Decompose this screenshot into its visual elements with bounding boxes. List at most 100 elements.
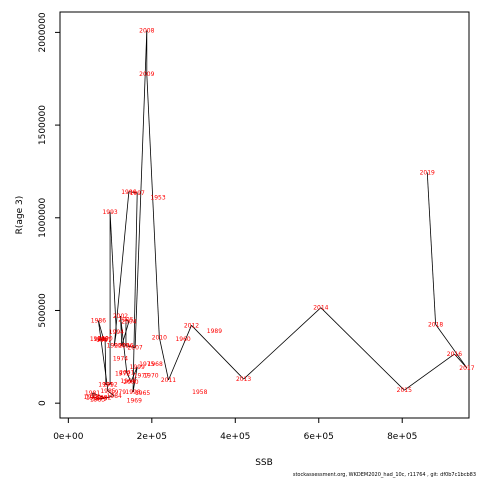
extra-label-0: 1989 bbox=[207, 328, 222, 335]
point-label-2006: 2006 bbox=[118, 343, 133, 350]
point-label-1985: 1985 bbox=[100, 388, 115, 395]
series-segment-2015-2016 bbox=[404, 353, 455, 391]
point-label-1990: 1990 bbox=[97, 335, 112, 342]
extra-label-10: 1972 bbox=[115, 371, 130, 378]
x-tick-label-3: 6e+05 bbox=[304, 432, 334, 442]
point-label-1981: 1981 bbox=[85, 390, 100, 397]
x-axis: 0e+00 2e+05 4e+05 6e+05 8e+05 bbox=[53, 417, 417, 442]
series-segment-1989-1990 bbox=[100, 337, 106, 340]
point-label-2009: 2009 bbox=[139, 71, 154, 78]
y-tick-label-0: 0 bbox=[38, 400, 48, 406]
point-label-2014: 2014 bbox=[313, 305, 328, 312]
point-label-2015: 2015 bbox=[397, 387, 412, 394]
point-label-2018: 2018 bbox=[428, 321, 443, 328]
series-segment-2018-2019 bbox=[426, 172, 437, 325]
x-tick-label-0: 0e+00 bbox=[53, 432, 84, 442]
series-segment-2004-2005 bbox=[125, 319, 130, 322]
point-label-1999: 1999 bbox=[130, 364, 145, 371]
point-label-1994: 1994 bbox=[109, 329, 124, 336]
point-label-2001: 2001 bbox=[119, 370, 134, 377]
series-segment-1984-1985 bbox=[107, 390, 115, 397]
y-axis-title: R(age 3) bbox=[15, 196, 25, 235]
series-segment-1995-1996 bbox=[113, 191, 130, 346]
extra-label-5: 1968 bbox=[148, 361, 163, 368]
extra-label-7: 1970 bbox=[143, 372, 158, 379]
y-tick-label-4: 2000000 bbox=[38, 12, 48, 52]
point-label-2003: 2003 bbox=[114, 343, 129, 350]
extra-label-6: 1969 bbox=[127, 397, 142, 404]
series-segment-2011-2012 bbox=[168, 325, 192, 381]
stock-recruitment-series bbox=[91, 30, 468, 400]
point-label-1993: 1993 bbox=[102, 209, 117, 216]
series-segment-2000-2001 bbox=[126, 372, 132, 383]
series-segment-2002-2003 bbox=[120, 316, 123, 346]
point-label-2005: 2005 bbox=[118, 317, 133, 324]
point-label-1983: 1983 bbox=[90, 396, 105, 403]
series-segment-1983-1984 bbox=[97, 395, 115, 400]
series-segment-1985-1986 bbox=[97, 320, 109, 392]
point-label-1988: 1988 bbox=[90, 336, 105, 343]
series-segment-1997-1998 bbox=[132, 192, 138, 393]
y-tick-label-1: 500000 bbox=[38, 293, 48, 328]
x-tick-label-1: 2e+05 bbox=[137, 432, 167, 442]
point-label-1995: 1995 bbox=[107, 343, 122, 350]
point-label-2007: 2007 bbox=[127, 345, 142, 352]
point-label-1987: 1987 bbox=[96, 337, 111, 344]
extra-label-1: 1960 bbox=[175, 336, 190, 343]
point-label-2011: 2011 bbox=[161, 377, 176, 384]
point-label-2016: 2016 bbox=[447, 351, 462, 358]
point-label-2019: 2019 bbox=[420, 169, 435, 176]
series-segment-2006-2007 bbox=[125, 345, 136, 348]
series-segment-2010-2011 bbox=[158, 337, 169, 381]
extra-label-2: 1958 bbox=[192, 389, 207, 396]
point-label-1997: 1997 bbox=[130, 190, 145, 197]
series-segment-2014-2015 bbox=[320, 307, 405, 391]
series-segment-2001-2002 bbox=[120, 315, 128, 373]
series-segment-2003-2004 bbox=[121, 321, 130, 346]
y-tick-label-3: 1500000 bbox=[38, 105, 48, 145]
point-label-1998: 1998 bbox=[125, 389, 140, 396]
series-segment-1993-1994 bbox=[109, 212, 117, 332]
point-label-1982: 1982 bbox=[96, 395, 111, 402]
series-segment-1998-1999 bbox=[132, 366, 138, 393]
point-label-2012: 2012 bbox=[184, 322, 199, 329]
point-label-2004: 2004 bbox=[121, 319, 136, 326]
extra-label-11: 1977 bbox=[134, 372, 149, 379]
extra-label-3: 1953 bbox=[150, 194, 165, 201]
x-tick-label-2: 4e+05 bbox=[220, 432, 250, 442]
series-segment-2007-2008 bbox=[134, 30, 148, 348]
series-segment-1999-2000 bbox=[130, 366, 138, 383]
series-segment-1980-1981 bbox=[92, 392, 94, 398]
point-label-2010: 2010 bbox=[152, 334, 167, 341]
series-segment-1986-1987 bbox=[98, 320, 105, 341]
extra-label-4: 1965 bbox=[135, 390, 150, 397]
series-segment-2009-2010 bbox=[146, 74, 160, 338]
point-label-1984: 1984 bbox=[107, 393, 122, 400]
point-label-1989: 1989 bbox=[93, 336, 108, 343]
point-label-1979: 1979 bbox=[92, 396, 107, 403]
y-tick-label-2: 1000000 bbox=[38, 197, 48, 237]
point-label-2008: 2008 bbox=[139, 28, 154, 35]
extra-label-13: 1964 bbox=[120, 378, 135, 385]
series-segment-1979-1980 bbox=[93, 397, 100, 399]
point-label-1980: 1980 bbox=[86, 395, 101, 402]
series-segment-1996-1997 bbox=[128, 191, 138, 194]
extra-label-9: 1974 bbox=[113, 356, 128, 363]
y-axis: 0 500000 1000000 1500000 2000000 bbox=[38, 12, 61, 406]
point-label-2002: 2002 bbox=[113, 313, 128, 320]
point-label-1978: 1978 bbox=[84, 394, 99, 401]
x-axis-title: SSB bbox=[255, 458, 273, 468]
point-label-1991: 1991 bbox=[98, 382, 113, 389]
point-label-1986: 1986 bbox=[91, 318, 106, 325]
series-segment-1990-1991 bbox=[104, 338, 107, 385]
footer-credit: stockassessment.org, WKDEM2020_had_10c, … bbox=[292, 472, 476, 478]
series-segment-2012-2013 bbox=[191, 325, 244, 380]
extra-label-12: 1979 bbox=[111, 389, 126, 396]
series-segment-2017-2018 bbox=[435, 324, 468, 369]
point-label-2013: 2013 bbox=[236, 376, 251, 383]
point-label-2000: 2000 bbox=[123, 379, 138, 386]
point-label-2017: 2017 bbox=[459, 365, 474, 372]
year-labels: 1978197919801981198219831984198519861987… bbox=[84, 28, 475, 405]
series-segment-2013-2014 bbox=[243, 307, 322, 380]
